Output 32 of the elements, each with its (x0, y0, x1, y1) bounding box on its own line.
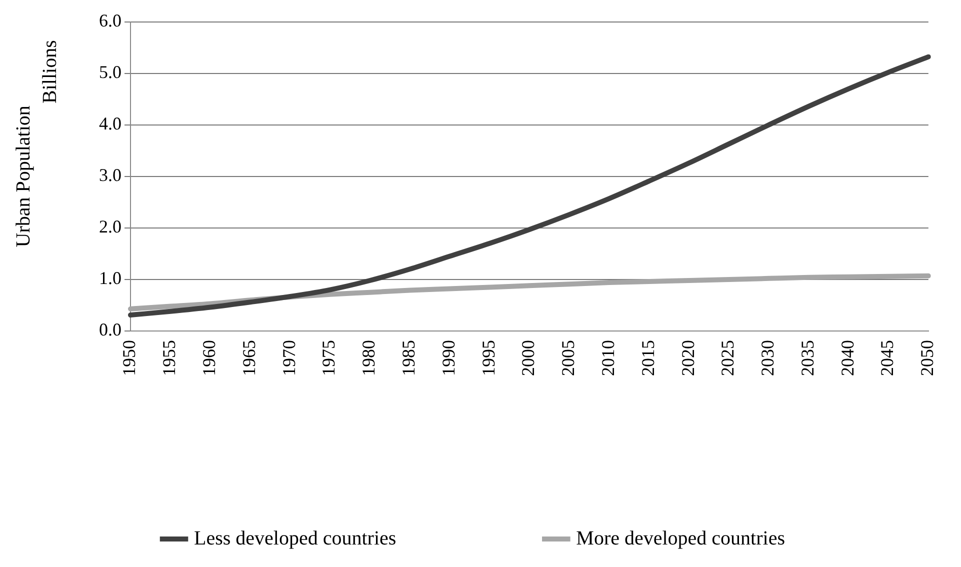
x-tick-label: 2025 (718, 340, 738, 376)
y-tick-label: 1.0 (99, 268, 122, 288)
x-tick-label: 1995 (478, 340, 498, 376)
x-tick-label: 1975 (318, 340, 339, 376)
x-tick-label: 1960 (199, 340, 220, 376)
x-tick-label: 2010 (598, 340, 618, 376)
x-tick-label: 1985 (398, 340, 418, 376)
y-tick-label: 6.0 (99, 10, 122, 31)
x-tick-label: 1965 (238, 340, 259, 376)
y-tick-label: 0.0 (99, 320, 122, 340)
x-tick-label: 2030 (758, 340, 778, 376)
x-tick-label: 2015 (638, 340, 658, 376)
x-tick-label: 2005 (558, 340, 578, 376)
legend-label: More developed countries (576, 527, 786, 550)
y-tick-label: 2.0 (99, 216, 122, 237)
x-tick-label: 1970 (278, 340, 299, 376)
legend-label: Less developed countries (194, 527, 396, 550)
x-tick-label: 1980 (358, 340, 379, 376)
x-tick-label: 1950 (119, 340, 140, 376)
y-axis-title: Urban Population (12, 106, 34, 248)
x-tick-label: 2020 (678, 340, 698, 376)
x-tick-label: 2040 (837, 340, 858, 376)
y-tick-label: 5.0 (99, 62, 122, 82)
x-tick-label: 2035 (797, 340, 818, 376)
x-tick-label: 2000 (518, 340, 538, 376)
y-tick-label: 3.0 (99, 165, 122, 186)
y-tick-label: 4.0 (99, 114, 122, 134)
x-tick-label: 1955 (159, 340, 180, 376)
text: Billions (38, 40, 61, 104)
x-tick-label: 2050 (917, 340, 938, 376)
x-tick-label: 1990 (438, 340, 458, 376)
x-tick-label: 2045 (877, 340, 898, 376)
